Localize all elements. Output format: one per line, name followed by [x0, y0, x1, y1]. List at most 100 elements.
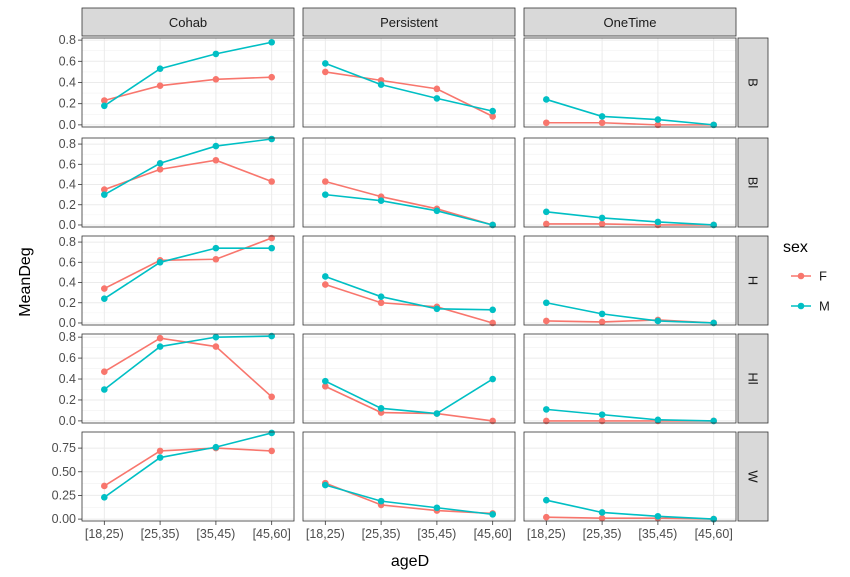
panel-h-persistent — [302, 235, 516, 327]
data-point-f — [101, 482, 108, 490]
data-point-f — [212, 76, 220, 83]
panel-border — [302, 137, 516, 228]
y-tick-label: 0.50 — [52, 465, 76, 479]
series-line-f — [325, 482, 493, 515]
panel-background — [82, 432, 294, 521]
data-point-f — [322, 281, 329, 288]
series-line-f — [546, 223, 714, 226]
panel-background — [303, 138, 515, 227]
data-point-m — [101, 494, 108, 501]
series-line-m — [546, 98, 714, 126]
panel-bl-cohab — [81, 135, 295, 228]
x-tick-label: [35,45) — [417, 527, 456, 541]
data-point-m — [156, 65, 164, 73]
data-point-m — [101, 386, 108, 393]
panel-background — [303, 432, 515, 521]
x-tick-label: [18,25) — [85, 527, 124, 541]
series-line-m — [103, 41, 272, 107]
strip-label-bl: Bl — [746, 177, 761, 189]
data-point-m — [268, 135, 275, 143]
series-line-m — [324, 378, 494, 415]
legend: sex FM — [783, 239, 830, 314]
series-line-f — [325, 283, 493, 324]
data-point-f — [101, 186, 108, 193]
panel-w-persistent — [302, 431, 516, 522]
data-point-m — [322, 481, 329, 489]
series-line-f — [546, 516, 714, 520]
series-line-m — [325, 275, 493, 311]
y-tick-label: 0.4 — [59, 276, 76, 290]
data-point-f — [598, 220, 606, 228]
y-tick-label: 0.0 — [59, 118, 76, 132]
panel-border — [523, 333, 737, 424]
data-point-m — [156, 454, 164, 461]
data-point-f — [322, 383, 329, 390]
data-point-m — [156, 159, 164, 167]
y-tick-label: 0.4 — [59, 76, 76, 90]
data-point-f — [268, 447, 275, 455]
panel-bl-onetime — [523, 137, 737, 229]
data-point-m — [489, 107, 496, 115]
data-point-m — [710, 121, 717, 129]
data-point-m — [598, 214, 606, 222]
strip-b — [737, 37, 769, 128]
panel-border — [523, 37, 737, 128]
data-point-m — [212, 333, 220, 341]
panel-b-onetime — [523, 37, 737, 129]
panel-b-cohab — [81, 37, 295, 128]
panel-border — [81, 333, 295, 424]
legend-label-m: M — [819, 299, 830, 314]
data-point-m — [322, 60, 329, 67]
data-point-f — [212, 255, 220, 263]
legend-entries: FM — [791, 269, 830, 314]
y-tick-label: 0.2 — [59, 198, 76, 212]
data-point-f — [268, 393, 275, 401]
data-point-m — [101, 191, 108, 198]
panel-hl-persistent — [302, 333, 516, 425]
data-point-m — [489, 306, 496, 314]
panel-w-cohab — [81, 429, 295, 522]
y-tick-label: 0.8 — [59, 235, 76, 249]
panels-layer: Cohab Persistent OneTime B Bl H Hl W — [81, 7, 769, 523]
y-tick-label: 0.4 — [59, 178, 76, 192]
panel-background — [82, 138, 294, 227]
data-point-f — [322, 68, 329, 76]
x-tick-label: [18,25) — [527, 527, 566, 541]
data-point-m — [489, 375, 496, 383]
y-tick-label: 0.0 — [59, 414, 76, 428]
data-point-f — [543, 417, 550, 425]
y-tick-label: 0.4 — [59, 372, 76, 386]
data-point-f — [598, 417, 606, 425]
data-point-m — [322, 377, 329, 385]
strip-cohab — [81, 7, 295, 37]
series-line-m — [325, 484, 493, 516]
data-point-m — [433, 410, 441, 417]
y-tick-label: 0.2 — [59, 97, 76, 111]
data-point-m — [377, 497, 385, 505]
x-tick-label: [45,60] — [695, 527, 733, 541]
data-point-f — [377, 299, 385, 307]
data-point-f — [156, 334, 164, 342]
panel-background — [524, 236, 736, 325]
panel-border — [81, 235, 295, 326]
data-point-f — [268, 73, 275, 81]
data-point-f — [433, 85, 441, 93]
strip-h — [737, 235, 769, 326]
x-tick-label: [45,60] — [253, 527, 291, 541]
panel-border — [523, 235, 737, 326]
series-line-m — [325, 62, 493, 112]
strip-label-onetime: OneTime — [604, 15, 657, 30]
data-point-m — [322, 273, 329, 280]
strip-label-w: W — [746, 470, 761, 483]
series-line-f — [325, 71, 494, 118]
data-point-f — [156, 447, 164, 455]
data-point-f — [654, 121, 662, 129]
data-point-f — [156, 82, 164, 89]
data-point-m — [101, 102, 108, 110]
strip-bl — [737, 137, 769, 228]
data-point-m — [598, 509, 606, 516]
y-tick-label: 0.75 — [52, 441, 76, 455]
axes-layer: 0.00.20.40.60.80.00.20.40.60.80.00.20.40… — [52, 33, 733, 541]
panel-w-onetime — [523, 431, 737, 523]
data-point-m — [654, 512, 662, 520]
